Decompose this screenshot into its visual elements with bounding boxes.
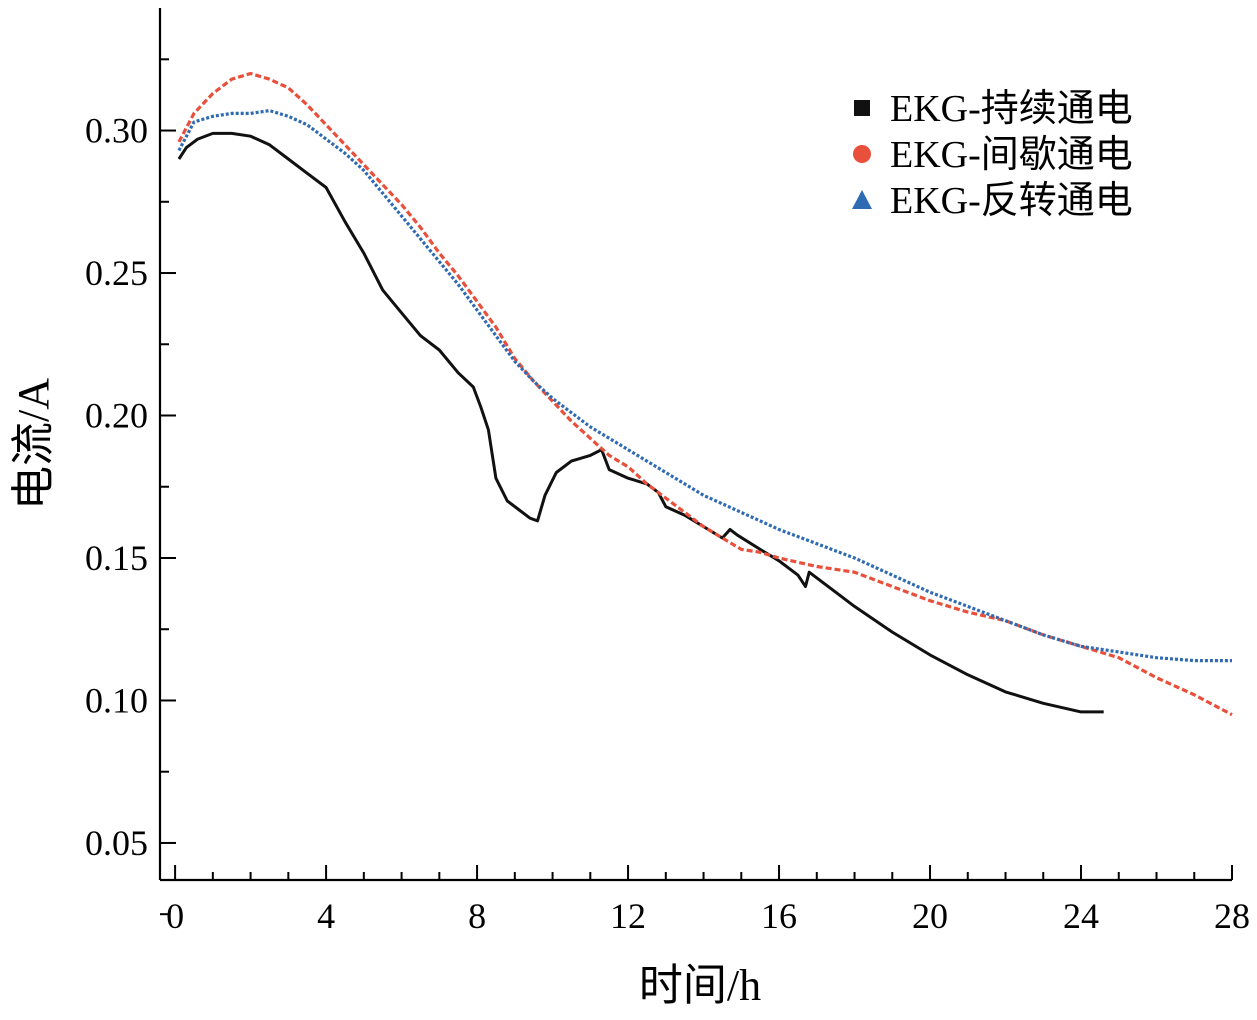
y-tick-label: 0.30 [85, 111, 148, 151]
y-tick-label: 0.25 [85, 253, 148, 293]
axes-layer: 0 4 8 12 16 20 24 28 0.05 0.10 0.15 0.20 0.25 0.30 [85, 8, 1250, 936]
x-tick-label: 8 [468, 896, 486, 936]
legend-square-icon [854, 100, 870, 116]
y-axis-title: 电流/A [9, 378, 58, 510]
legend-triangle-icon [852, 190, 872, 209]
legend-label: EKG-反转通电 [890, 180, 1133, 222]
x-tick-label: 0 [166, 896, 184, 936]
y-tick-label: 0.05 [85, 823, 148, 863]
legend-label: EKG-间歇通电 [890, 134, 1133, 176]
series-line-intermittent [177, 71, 1233, 717]
legend-label: EKG-持续通电 [890, 88, 1133, 130]
legend-circle-icon [853, 145, 871, 163]
series-line-reversal [177, 108, 1232, 663]
x-tick-label: 12 [610, 896, 646, 936]
y-tick-label: 0.10 [85, 680, 148, 720]
series-line-continuous [177, 131, 1104, 714]
x-tick-label: 16 [761, 896, 797, 936]
series-layer [177, 71, 1233, 717]
x-tick-label: 4 [317, 896, 335, 936]
x-axis-title: 时间/h [639, 961, 761, 1010]
x-tick-label: 20 [912, 896, 948, 936]
x-tick-label: 24 [1063, 896, 1099, 936]
x-tick-label: 28 [1214, 896, 1250, 936]
y-tick-label: 0.20 [85, 396, 148, 436]
y-tick-label: 0.15 [85, 538, 148, 578]
